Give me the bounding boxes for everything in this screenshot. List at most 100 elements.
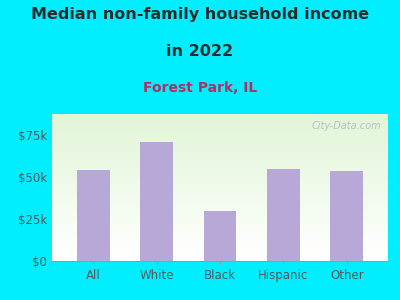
Bar: [52, 151, 388, 152]
Bar: [52, 206, 388, 207]
Bar: [52, 114, 388, 115]
Bar: [52, 195, 388, 196]
Bar: [52, 145, 388, 146]
Bar: [52, 116, 388, 118]
Text: Median non-family household income: Median non-family household income: [31, 8, 369, 22]
Bar: [52, 121, 388, 123]
Bar: [52, 197, 388, 199]
Bar: [52, 119, 388, 120]
Bar: [52, 173, 388, 174]
Bar: [52, 196, 388, 197]
Bar: [52, 254, 388, 255]
Bar: [52, 115, 388, 116]
Bar: [52, 175, 388, 176]
Bar: [52, 168, 388, 169]
Bar: [52, 252, 388, 253]
Bar: [52, 211, 388, 212]
Bar: [52, 157, 388, 158]
Bar: [52, 149, 388, 151]
Bar: [52, 167, 388, 168]
Bar: [52, 135, 388, 136]
Bar: [52, 176, 388, 178]
Bar: [52, 183, 388, 184]
Bar: [52, 190, 388, 191]
Bar: [52, 260, 388, 261]
Bar: [52, 132, 388, 134]
Bar: [52, 227, 388, 228]
Bar: [52, 136, 388, 137]
Bar: [52, 243, 388, 244]
Bar: [52, 126, 388, 128]
Bar: [52, 240, 388, 242]
Bar: [52, 250, 388, 251]
Bar: [52, 244, 388, 245]
Bar: [52, 189, 388, 190]
Bar: [52, 147, 388, 148]
Bar: [52, 230, 388, 232]
Bar: [204, 211, 236, 261]
Bar: [52, 131, 388, 132]
Bar: [52, 120, 388, 121]
Bar: [52, 158, 388, 159]
Bar: [52, 202, 388, 203]
Bar: [52, 218, 388, 219]
Bar: [52, 245, 388, 246]
Bar: [52, 129, 388, 130]
Bar: [52, 205, 388, 206]
Bar: [52, 224, 388, 226]
Bar: [52, 255, 388, 256]
Bar: [52, 153, 388, 154]
Bar: [52, 200, 388, 201]
Bar: [52, 188, 388, 189]
Bar: [52, 166, 388, 167]
Bar: [52, 142, 388, 143]
Bar: [52, 257, 388, 259]
Bar: [52, 251, 388, 252]
Bar: [52, 213, 388, 214]
Bar: [52, 209, 388, 211]
Bar: [52, 207, 388, 208]
Bar: [52, 141, 388, 142]
Bar: [52, 217, 388, 218]
Bar: [52, 156, 388, 157]
Bar: [52, 184, 388, 185]
Bar: [52, 164, 388, 165]
Bar: [52, 232, 388, 233]
Bar: [52, 234, 388, 235]
Bar: [52, 212, 388, 213]
Bar: [52, 163, 388, 164]
Bar: [52, 143, 388, 145]
Bar: [52, 248, 388, 249]
Bar: [52, 194, 388, 195]
Bar: [52, 123, 388, 124]
Bar: [52, 242, 388, 243]
Bar: [330, 171, 363, 261]
Bar: [52, 192, 388, 194]
Bar: [52, 219, 388, 220]
Bar: [52, 191, 388, 192]
Bar: [52, 185, 388, 186]
Bar: [52, 170, 388, 172]
Bar: [52, 214, 388, 216]
Text: City-Data.com: City-Data.com: [312, 121, 381, 131]
Bar: [52, 140, 388, 141]
Bar: [52, 186, 388, 188]
Bar: [52, 233, 388, 234]
Bar: [267, 169, 300, 261]
Bar: [52, 118, 388, 119]
Bar: [52, 246, 388, 247]
Bar: [52, 146, 388, 147]
Bar: [77, 170, 110, 261]
Bar: [52, 152, 388, 153]
Bar: [52, 137, 388, 139]
Bar: [52, 180, 388, 182]
Bar: [52, 208, 388, 209]
Text: Forest Park, IL: Forest Park, IL: [143, 81, 257, 95]
Bar: [52, 169, 388, 170]
Bar: [52, 236, 388, 238]
Bar: [52, 134, 388, 135]
Bar: [52, 124, 388, 125]
Text: in 2022: in 2022: [166, 44, 234, 59]
Bar: [52, 256, 388, 257]
Bar: [52, 223, 388, 224]
